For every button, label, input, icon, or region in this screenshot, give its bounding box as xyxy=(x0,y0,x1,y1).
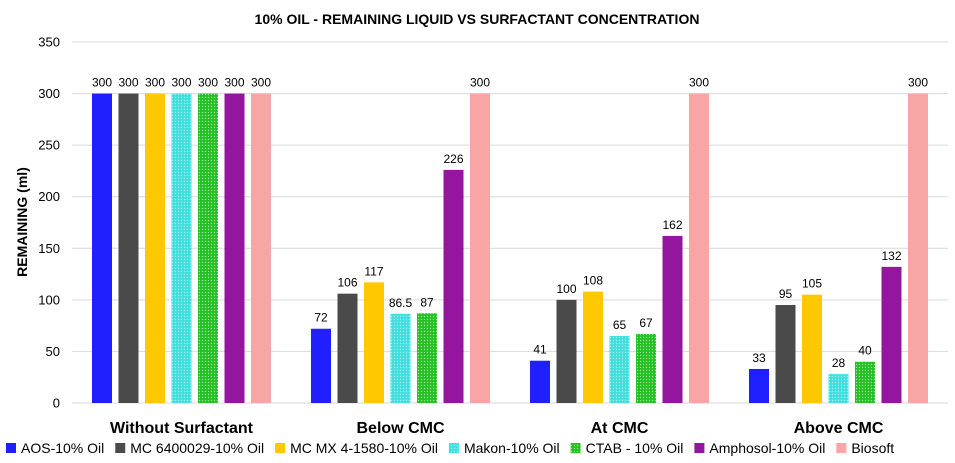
data-label: 40 xyxy=(858,344,872,358)
data-label: 300 xyxy=(470,76,490,90)
bar-pattern xyxy=(171,93,192,404)
y-tick-label: 200 xyxy=(38,189,60,204)
legend-swatch xyxy=(836,443,847,453)
data-label: 106 xyxy=(337,276,357,290)
legend-swatch-pattern xyxy=(448,443,459,453)
y-tick-label: 250 xyxy=(38,138,60,153)
legend-entry: AOS-10% Oil xyxy=(21,440,104,456)
data-label: 67 xyxy=(639,316,653,330)
bar-pattern xyxy=(855,361,875,403)
bar xyxy=(224,93,245,404)
data-label: 300 xyxy=(145,76,165,90)
bar xyxy=(145,93,165,404)
bar xyxy=(556,299,577,403)
legend-entry: Makon-10% Oil xyxy=(464,440,560,456)
data-label: 95 xyxy=(779,287,793,301)
x-axis-ticks: Without Surfactant Below CMC At CMC Above C… xyxy=(110,420,884,437)
bar-pattern xyxy=(609,335,630,403)
legend-entry: MC 6400029-10% Oil xyxy=(130,440,264,456)
legend-entry: MC MX 4-1580-10% Oil xyxy=(290,440,438,456)
data-label: 108 xyxy=(583,274,603,288)
data-label: 100 xyxy=(556,282,576,296)
bar-pattern xyxy=(417,313,437,403)
bar xyxy=(470,93,490,404)
chart-title: 10% OIL - REMAINING LIQUID VS SURFACTANT… xyxy=(255,11,700,27)
bar xyxy=(337,293,358,403)
legend-swatch-pattern xyxy=(570,443,581,453)
data-label: 86.5 xyxy=(389,296,413,310)
y-tick-label: 0 xyxy=(53,396,60,411)
data-label: 132 xyxy=(881,249,901,263)
legend-swatch xyxy=(6,443,16,453)
data-label: 105 xyxy=(802,277,822,291)
data-labels: 300 300 300 300 300 300 300 72 106 117 86.5 87 226 30… xyxy=(92,76,928,371)
x-tick-label: At CMC xyxy=(591,420,649,437)
x-tick-label: Above CMC xyxy=(794,420,884,437)
bar xyxy=(530,360,550,403)
data-label: 300 xyxy=(118,76,138,90)
data-label: 300 xyxy=(908,76,928,90)
bar-pattern xyxy=(390,313,411,403)
data-label: 300 xyxy=(92,76,112,90)
bar xyxy=(118,93,139,404)
y-tick-label: 150 xyxy=(38,241,60,256)
bar xyxy=(802,294,822,403)
data-label: 41 xyxy=(533,343,547,357)
legend-entry: CTAB - 10% Oil xyxy=(586,440,684,456)
data-label: 300 xyxy=(251,76,271,90)
bar xyxy=(908,93,928,404)
y-axis-label: REMAINING (ml) xyxy=(14,167,30,277)
y-tick-label: 50 xyxy=(46,344,60,359)
data-label: 72 xyxy=(314,311,328,325)
bar xyxy=(311,328,331,403)
data-label: 300 xyxy=(171,76,191,90)
bar-pattern xyxy=(198,93,218,404)
bar-pattern xyxy=(828,374,849,403)
data-label: 300 xyxy=(689,76,709,90)
legend-swatch xyxy=(694,443,705,453)
bar xyxy=(881,266,902,403)
data-label: 65 xyxy=(613,318,627,332)
bar xyxy=(749,368,769,403)
x-tick-label: Below CMC xyxy=(357,420,445,437)
data-label: 226 xyxy=(443,152,463,166)
data-label: 300 xyxy=(198,76,218,90)
x-tick-label: Without Surfactant xyxy=(110,420,254,437)
legend-swatch xyxy=(115,443,126,453)
data-label: 33 xyxy=(752,351,766,365)
data-label: 117 xyxy=(364,264,383,278)
legend: AOS-10% Oil MC 6400029-10% Oil MC MX 4-158… xyxy=(6,440,894,456)
bar xyxy=(251,93,271,404)
data-label: 300 xyxy=(224,76,244,90)
bar xyxy=(662,235,683,403)
bar xyxy=(443,169,464,403)
bar xyxy=(689,93,709,404)
legend-entry: Amphosol-10% Oil xyxy=(709,440,825,456)
data-label: 162 xyxy=(662,218,682,232)
bar xyxy=(583,291,603,403)
data-label: 28 xyxy=(832,356,846,370)
y-axis-ticks: 0 50 100 150 200 250 300 350 xyxy=(38,35,60,411)
bar xyxy=(775,305,796,403)
bar-pattern xyxy=(636,333,656,403)
legend-entry: Biosoft xyxy=(851,440,894,456)
legend-swatch xyxy=(275,443,286,453)
bars xyxy=(92,93,928,404)
y-tick-label: 300 xyxy=(38,86,60,101)
data-label: 87 xyxy=(420,295,434,309)
bar xyxy=(364,282,384,403)
y-tick-label: 350 xyxy=(38,35,60,50)
bar xyxy=(92,93,112,404)
y-tick-label: 100 xyxy=(38,292,60,307)
